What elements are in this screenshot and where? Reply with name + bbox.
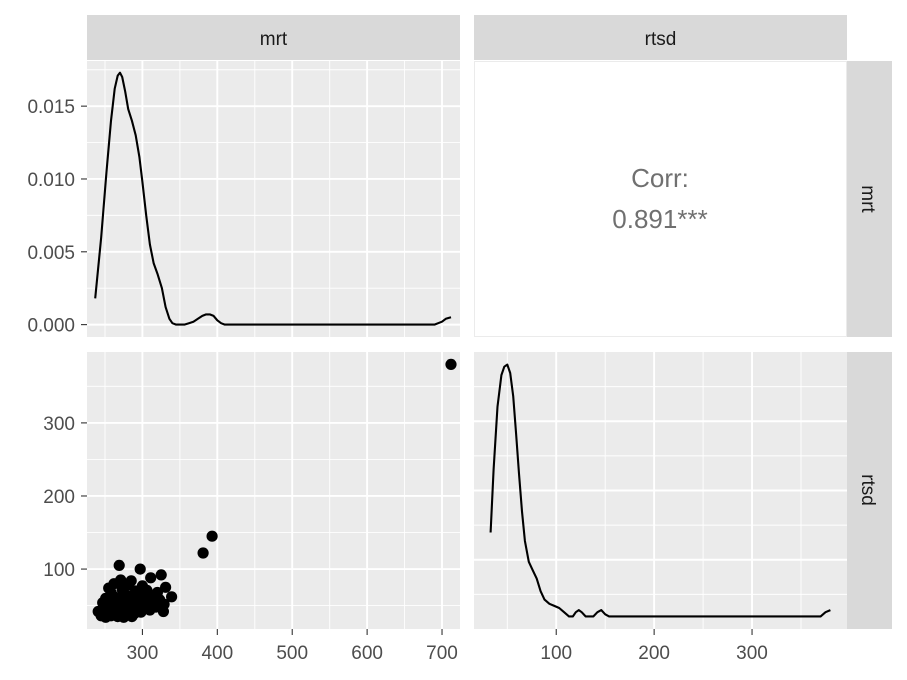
strip-row-rtsd-label: rtsd (857, 474, 878, 506)
scatter-point (157, 605, 169, 618)
strip-row-mrt-label: mrt (857, 185, 878, 213)
strip-column-mrt (87, 15, 460, 60)
scatter-point (145, 572, 157, 584)
y-tick-label: 300 (43, 414, 75, 435)
x-tick-label: 700 (426, 643, 458, 664)
y-tick-label: 0.005 (27, 243, 75, 264)
scatter-point (134, 563, 146, 575)
axis-layer: 0.000 0.005 0.010 0.015 100 200 300 300 400 500 60… (27, 97, 767, 664)
scatter-point (166, 591, 178, 603)
y-tick-label: 200 (43, 487, 75, 508)
corr-value: 0.891*** (612, 204, 707, 234)
x-tick-label: 300 (127, 643, 159, 664)
x-tick-label: 500 (276, 643, 308, 664)
marks-layer (92, 71, 831, 623)
scatter-point (160, 581, 172, 593)
x-tick-label: 100 (540, 643, 572, 664)
scatter-point (206, 530, 218, 542)
density-line-mrt-mrt (94, 71, 452, 326)
scatter-point (197, 547, 209, 559)
y-tick-label: 100 (43, 560, 75, 581)
strip-row-rtsd (847, 352, 892, 629)
y-tick-label: 0.015 (27, 97, 75, 118)
y-tick-label: 0.000 (27, 316, 75, 337)
strip-column-rtsd (474, 15, 847, 60)
scatter-point (445, 358, 457, 370)
strip-column-rtsd-label: rtsd (645, 29, 677, 50)
x-tick-label: 400 (201, 643, 233, 664)
x-tick-label: 600 (351, 643, 383, 664)
scatter-point (113, 559, 125, 572)
scatter-point (144, 604, 156, 616)
density-line-rtsd-rtsd (489, 363, 831, 618)
x-tick-label: 200 (638, 643, 670, 664)
corr-label: Corr: (631, 163, 689, 193)
scatter-point (100, 611, 112, 623)
panel-correlation (474, 61, 847, 337)
x-tick-label: 300 (736, 643, 768, 664)
strip-row-mrt (847, 61, 892, 337)
scatter-point (155, 569, 167, 581)
y-tick-label: 0.010 (27, 170, 75, 191)
scatter-point (126, 611, 138, 623)
strip-column-mrt-label: mrt (260, 29, 288, 50)
scatter-point (118, 611, 130, 623)
